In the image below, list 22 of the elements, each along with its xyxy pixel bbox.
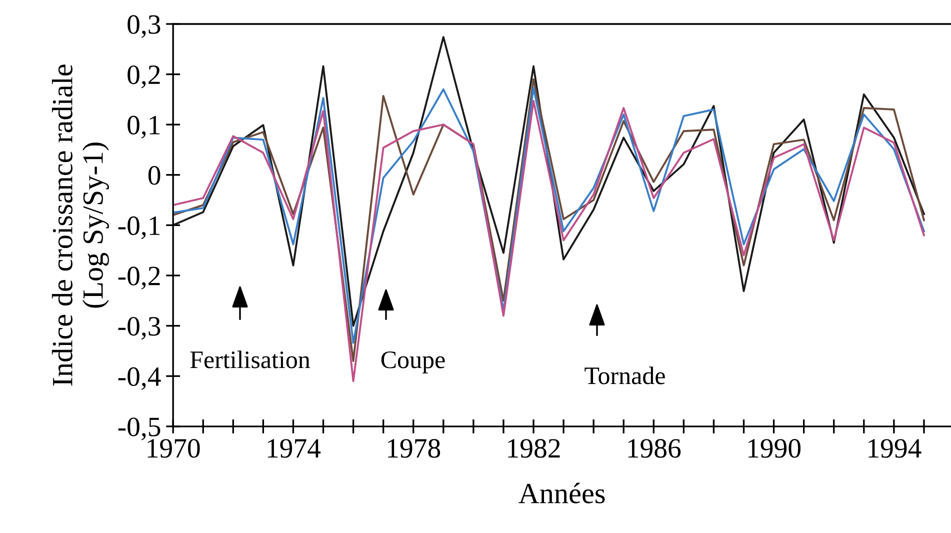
- annotation: Coupe: [381, 351, 445, 374]
- y-tick-label: 0,2: [128, 65, 160, 88]
- y-tick-label: 0,1: [128, 116, 160, 138]
- y-tick-label: 0,3: [128, 15, 160, 38]
- y-tick-label: 0: [148, 166, 160, 185]
- line-series: [173, 36, 925, 327]
- annotation: Tornade: [584, 366, 665, 384]
- y-tick-label: -0,3: [118, 316, 160, 340]
- x-tick-label: 1970: [148, 439, 200, 458]
- x-axis-title: Années: [518, 482, 605, 504]
- x-tick-label: 1974: [268, 439, 321, 458]
- annotation: Fertilisation: [190, 350, 310, 368]
- y-tick-label: -0,5: [118, 418, 160, 440]
- x-tick-label: 1994: [868, 439, 922, 458]
- y-tick-label: -0,1: [118, 216, 160, 240]
- x-tick-label: 1982: [508, 439, 560, 458]
- x-tick-label: 1990: [748, 439, 801, 458]
- y-axis-title: Indice de croissance radiale (Log Sy/Sy-1): [52, 64, 109, 386]
- y-tick-label: -0,2: [118, 266, 160, 290]
- x-tick-label: 1978: [388, 439, 440, 458]
- y-tick-label: -0,4: [118, 367, 161, 390]
- x-tick-label: 1986: [628, 439, 681, 458]
